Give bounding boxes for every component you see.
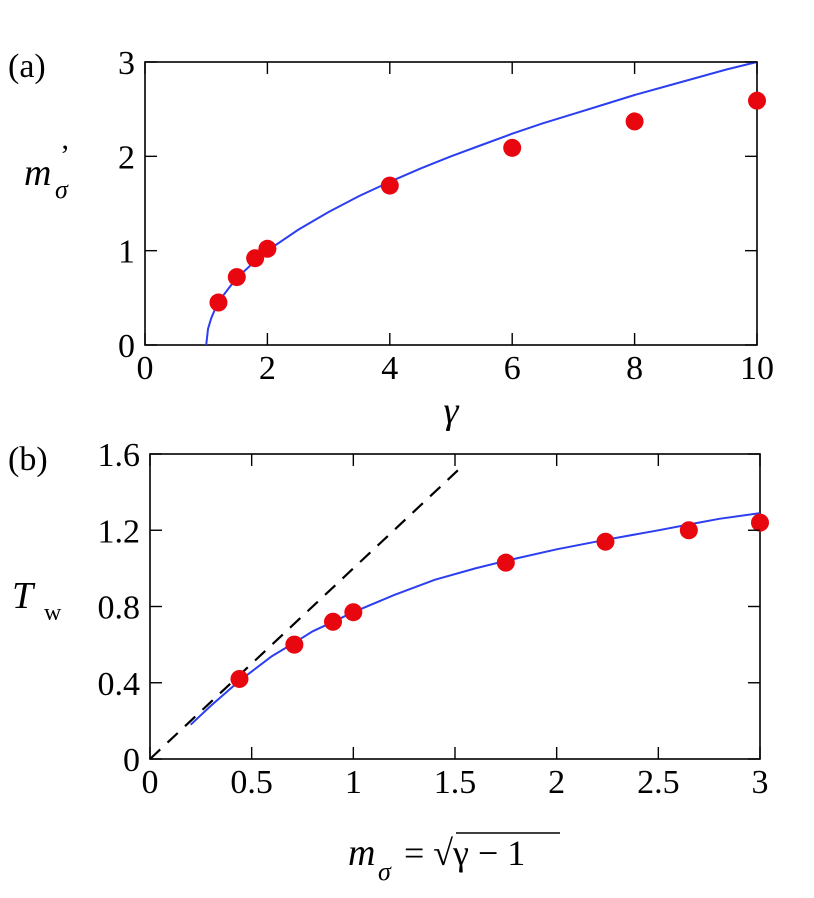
panel-a-y-label-sub: σ bbox=[55, 175, 69, 204]
x-tick-label: 2 bbox=[548, 764, 565, 801]
x-tick-label: 2.5 bbox=[637, 764, 680, 801]
panel-b-data-point bbox=[344, 603, 363, 622]
x-tick-label: 0 bbox=[137, 350, 154, 387]
y-tick-label: 0.8 bbox=[98, 590, 141, 627]
panel-a-series-line bbox=[205, 61, 758, 346]
panel-a-label: (a) bbox=[8, 48, 46, 85]
panel-b-data-point bbox=[496, 553, 515, 572]
y-tick-label: 1.6 bbox=[98, 437, 141, 474]
panel-b-label: (b) bbox=[8, 441, 48, 478]
panel-a-y-axis-label: m σ ’ bbox=[24, 139, 70, 204]
panel-a-plot-area bbox=[144, 61, 766, 346]
panel-a-frame bbox=[144, 61, 758, 346]
panel-a-data-point bbox=[380, 176, 399, 195]
panel-b-series-dashed-line bbox=[149, 466, 462, 760]
panel-b-y-ticks: 0 0.4 0.8 1.2 1.6 bbox=[98, 437, 760, 779]
x-tick-label: 1 bbox=[345, 764, 362, 801]
panel-b-data-point bbox=[285, 635, 304, 654]
panel-a-data-point bbox=[503, 138, 522, 157]
y-tick-label: 0 bbox=[123, 742, 140, 779]
panel-a-y-label-sup: ’ bbox=[60, 139, 70, 172]
y-tick-label: 0 bbox=[118, 328, 135, 365]
panel-a-data-point bbox=[625, 112, 644, 131]
panel-a-y-label-base: m bbox=[24, 152, 51, 194]
panel-b-x-label-sub: σ bbox=[378, 857, 392, 886]
panel-a: (a) 0 2 4 6 8 10 0 1 2 3 γ m σ ’ bbox=[8, 45, 774, 432]
panel-a-x-ticks: 0 2 4 6 8 10 bbox=[137, 62, 774, 387]
panel-b-x-axis-label: m σ = √γ − 1 bbox=[348, 832, 560, 886]
panel-b-data-point bbox=[596, 532, 615, 551]
x-tick-label: 2 bbox=[259, 350, 276, 387]
panel-b-data-point bbox=[751, 513, 769, 532]
x-tick-label: 4 bbox=[381, 350, 398, 387]
panel-b-x-ticks: 0 0.5 1 1.5 2 2.5 3 bbox=[142, 454, 769, 801]
panel-a-data-point bbox=[748, 91, 766, 110]
panel-a-data-point bbox=[258, 239, 277, 258]
panel-a-data-point bbox=[227, 268, 246, 287]
panel-a-data-point bbox=[209, 293, 228, 312]
y-tick-label: 1 bbox=[118, 234, 135, 271]
x-tick-label: 6 bbox=[504, 350, 521, 387]
x-tick-label: 0 bbox=[142, 764, 159, 801]
y-tick-label: 1.2 bbox=[98, 513, 141, 550]
panel-b-series-line bbox=[190, 512, 761, 726]
panel-a-x-axis-label: γ bbox=[444, 390, 460, 432]
panel-b-data-point bbox=[324, 612, 342, 631]
panel-a-y-ticks: 0 1 2 3 bbox=[118, 45, 757, 365]
panel-b-plot-area bbox=[149, 453, 769, 760]
y-tick-label: 0.4 bbox=[98, 666, 141, 703]
y-tick-label: 2 bbox=[118, 139, 135, 176]
panel-b-data-point bbox=[230, 669, 249, 688]
y-tick-label: 3 bbox=[118, 45, 135, 82]
x-tick-label: 10 bbox=[740, 350, 774, 387]
x-tick-label: 1.5 bbox=[434, 764, 477, 801]
panel-b-x-label-formula: = √γ − 1 bbox=[404, 833, 525, 873]
panel-b-y-axis-label: T w bbox=[12, 575, 62, 626]
x-tick-label: 0.5 bbox=[230, 764, 273, 801]
panel-b-y-label-base: T bbox=[12, 575, 36, 617]
panel-b: (b) 0 0.5 1 1.5 2 2.5 3 0 0.4 0.8 1.2 1.6 T w m σ … bbox=[8, 437, 769, 886]
panel-a-data-point bbox=[246, 249, 265, 268]
panel-b-x-label-base: m bbox=[348, 832, 375, 874]
panel-b-frame bbox=[149, 453, 761, 760]
x-tick-label: 3 bbox=[752, 764, 769, 801]
panel-b-y-label-sub: w bbox=[44, 600, 62, 626]
panel-b-data-point bbox=[679, 521, 698, 540]
x-tick-label: 8 bbox=[626, 350, 643, 387]
